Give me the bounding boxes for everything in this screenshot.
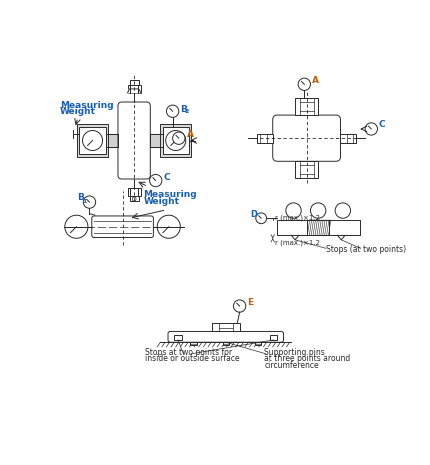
Bar <box>307 220 329 235</box>
FancyBboxPatch shape <box>92 216 154 238</box>
Polygon shape <box>150 134 163 146</box>
FancyBboxPatch shape <box>118 102 150 179</box>
Text: 1: 1 <box>83 199 87 204</box>
Text: r (max.)×1.2: r (max.)×1.2 <box>275 239 320 246</box>
Circle shape <box>166 105 179 117</box>
Bar <box>295 161 318 178</box>
Circle shape <box>233 300 246 312</box>
FancyBboxPatch shape <box>273 115 341 161</box>
Circle shape <box>172 132 185 144</box>
Text: Weight: Weight <box>60 107 96 116</box>
Circle shape <box>150 174 162 187</box>
Text: at three points around: at three points around <box>264 354 350 364</box>
Text: Weight: Weight <box>143 197 179 206</box>
Circle shape <box>256 213 267 224</box>
Text: E: E <box>247 298 253 306</box>
Bar <box>174 335 182 340</box>
Text: C: C <box>379 120 386 129</box>
Polygon shape <box>128 89 141 93</box>
Text: B: B <box>180 105 187 114</box>
Circle shape <box>83 196 95 208</box>
Polygon shape <box>106 134 118 146</box>
Bar <box>128 85 141 93</box>
Text: Measuring: Measuring <box>143 191 197 199</box>
Text: circumference: circumference <box>264 361 319 370</box>
Bar <box>223 342 229 345</box>
Bar <box>257 133 273 143</box>
Text: inside or outside surface: inside or outside surface <box>145 354 240 364</box>
Text: 2: 2 <box>185 109 189 114</box>
Bar <box>341 133 356 143</box>
Bar <box>163 126 189 154</box>
Bar <box>80 126 106 154</box>
Text: A: A <box>187 130 194 140</box>
Text: D: D <box>250 210 258 219</box>
Circle shape <box>298 78 310 91</box>
Text: Supporting pins: Supporting pins <box>264 348 325 357</box>
Bar <box>276 220 360 235</box>
Bar <box>190 342 197 345</box>
Text: C: C <box>163 173 170 182</box>
FancyBboxPatch shape <box>168 332 283 342</box>
Text: Stops at two points for: Stops at two points for <box>145 348 232 357</box>
Bar <box>255 342 261 345</box>
Text: Measuring: Measuring <box>60 101 114 110</box>
Bar <box>160 124 191 157</box>
Bar <box>128 188 141 196</box>
Bar <box>129 80 139 85</box>
Circle shape <box>365 123 378 135</box>
Bar <box>295 98 318 115</box>
Bar <box>212 323 240 332</box>
Bar <box>129 196 139 200</box>
Bar <box>270 335 277 340</box>
Text: r (max.)×1.2: r (max.)×1.2 <box>275 215 320 221</box>
Text: Stops (at two points): Stops (at two points) <box>326 245 406 254</box>
Bar <box>77 124 108 157</box>
Text: B: B <box>77 193 84 202</box>
Text: A: A <box>312 76 319 85</box>
